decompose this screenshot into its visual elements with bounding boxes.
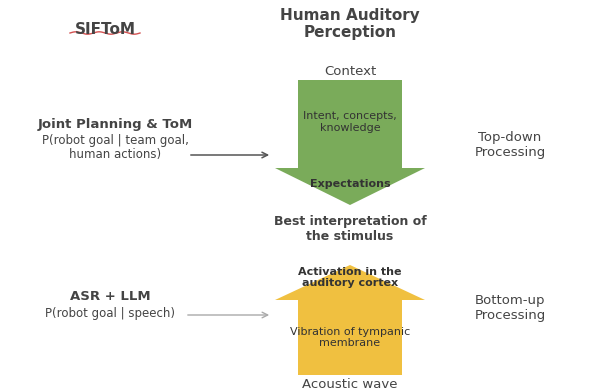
Text: Bottom-up
Processing: Bottom-up Processing <box>474 294 546 322</box>
Text: Human Auditory
Perception: Human Auditory Perception <box>280 8 420 41</box>
Polygon shape <box>275 265 425 375</box>
Text: Expectations: Expectations <box>310 179 390 188</box>
Text: Joint Planning & ToM: Joint Planning & ToM <box>37 118 193 131</box>
Text: SIFToM: SIFToM <box>75 22 135 37</box>
Text: P(robot goal | team goal,: P(robot goal | team goal, <box>42 134 188 147</box>
Text: Top-down
Processing: Top-down Processing <box>474 131 546 159</box>
Text: Context: Context <box>324 65 376 78</box>
Polygon shape <box>275 80 425 205</box>
Text: P(robot goal | speech): P(robot goal | speech) <box>45 307 175 320</box>
Text: Vibration of tympanic
membrane: Vibration of tympanic membrane <box>290 327 410 348</box>
Text: Best interpretation of
the stimulus: Best interpretation of the stimulus <box>274 215 427 243</box>
Text: ASR + LLM: ASR + LLM <box>70 290 151 303</box>
Text: Activation in the
auditory cortex: Activation in the auditory cortex <box>298 267 401 288</box>
Text: Acoustic wave: Acoustic wave <box>302 378 398 390</box>
Text: Intent, concepts,
knowledge: Intent, concepts, knowledge <box>303 111 397 133</box>
Text: human actions): human actions) <box>69 148 161 161</box>
